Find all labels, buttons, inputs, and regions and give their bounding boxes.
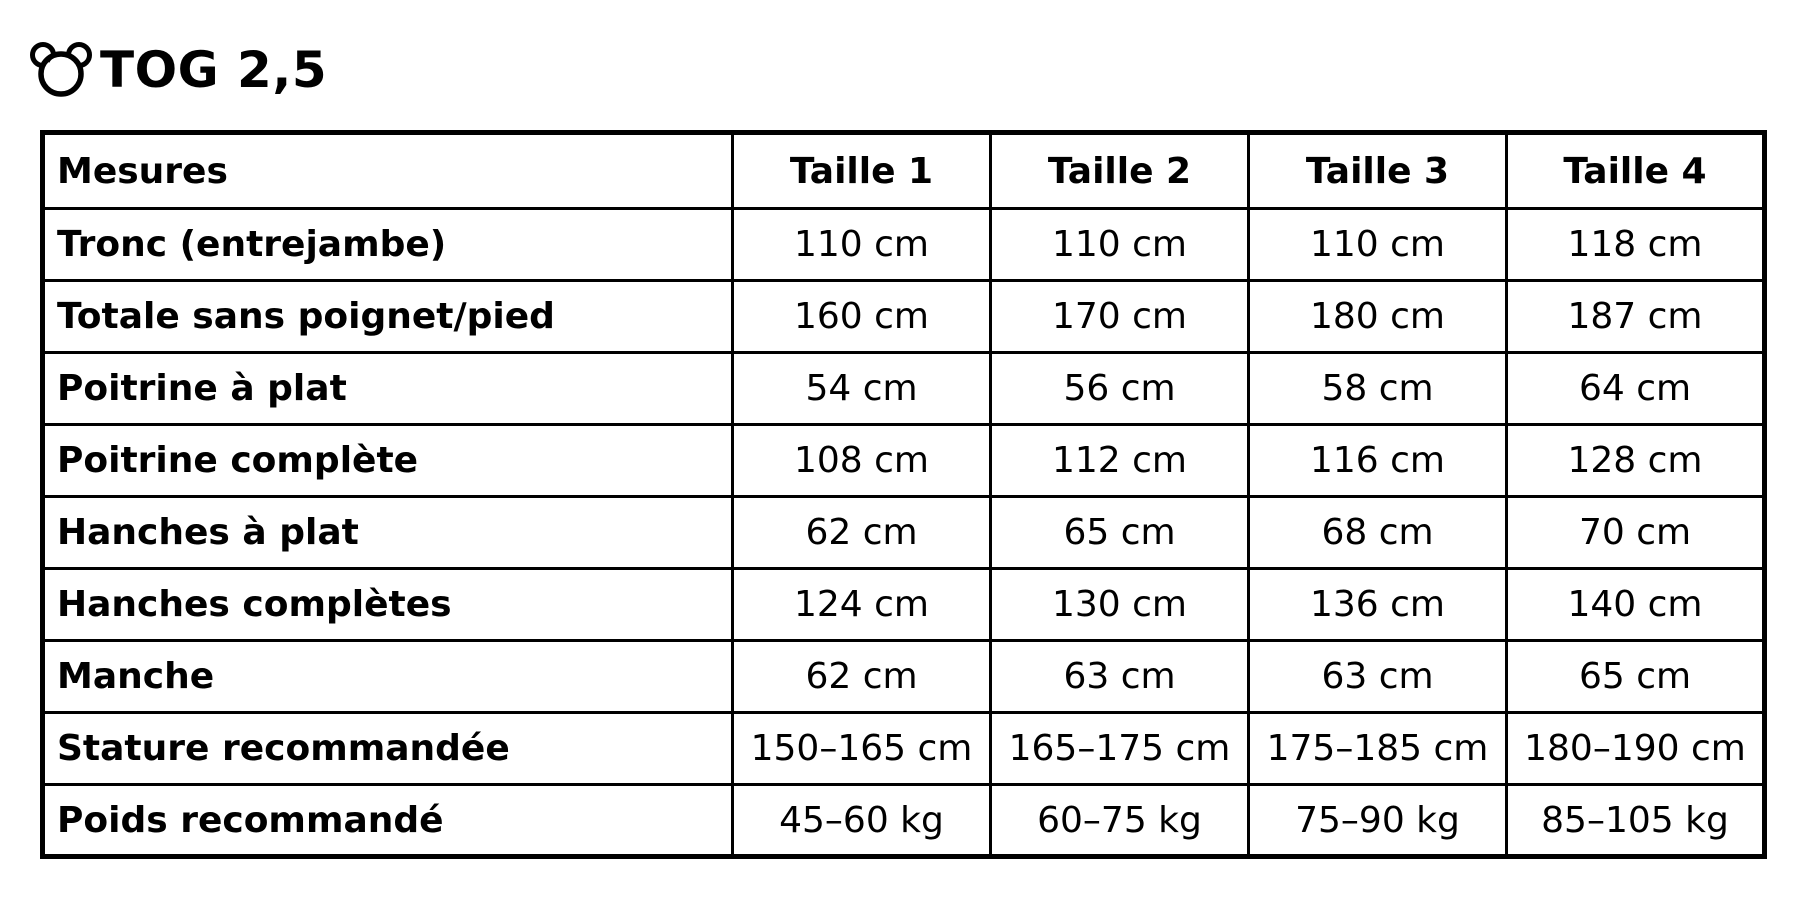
table-row: Hanches complètes 124 cm 130 cm 136 cm 1…: [41, 567, 1766, 642]
value-cell: 187 cm: [1505, 279, 1766, 354]
row-label: Hanches complètes: [41, 567, 734, 642]
value-cell: 124 cm: [731, 567, 992, 642]
value-cell: 128 cm: [1505, 423, 1766, 498]
row-label: Hanches à plat: [41, 495, 734, 570]
value-cell: 175–185 cm: [1247, 711, 1508, 786]
table-row: Hanches à plat 62 cm 65 cm 68 cm 70 cm: [41, 495, 1766, 570]
bear-head-icon: [28, 40, 98, 100]
value-cell: 160 cm: [731, 279, 992, 354]
column-header-taille-1: Taille 1: [731, 131, 992, 210]
row-label: Poitrine complète: [41, 423, 734, 498]
value-cell: 110 cm: [989, 207, 1250, 282]
table-row: Poitrine complète 108 cm 112 cm 116 cm 1…: [41, 423, 1766, 498]
size-chart-table: Mesures Taille 1 Taille 2 Taille 3 Taill…: [40, 130, 1767, 859]
value-cell: 68 cm: [1247, 495, 1508, 570]
value-cell: 85–105 kg: [1505, 783, 1766, 858]
column-header-taille-3: Taille 3: [1247, 131, 1508, 210]
column-header-taille-4: Taille 4: [1505, 131, 1766, 210]
row-label: Tronc (entrejambe): [41, 207, 734, 282]
value-cell: 54 cm: [731, 351, 992, 426]
value-cell: 65 cm: [1505, 639, 1766, 714]
column-header-taille-2: Taille 2: [989, 131, 1250, 210]
value-cell: 136 cm: [1247, 567, 1508, 642]
row-label: Totale sans poignet/pied: [41, 279, 734, 354]
value-cell: 170 cm: [989, 279, 1250, 354]
table-row: Poids recommandé 45–60 kg 60–75 kg 75–90…: [41, 783, 1766, 858]
value-cell: 116 cm: [1247, 423, 1508, 498]
value-cell: 165–175 cm: [989, 711, 1250, 786]
table-row: Tronc (entrejambe) 110 cm 110 cm 110 cm …: [41, 207, 1766, 282]
value-cell: 60–75 kg: [989, 783, 1250, 858]
value-cell: 118 cm: [1505, 207, 1766, 282]
value-cell: 65 cm: [989, 495, 1250, 570]
value-cell: 64 cm: [1505, 351, 1766, 426]
value-cell: 110 cm: [1247, 207, 1508, 282]
value-cell: 110 cm: [731, 207, 992, 282]
value-cell: 180 cm: [1247, 279, 1508, 354]
table-row: Totale sans poignet/pied 160 cm 170 cm 1…: [41, 279, 1766, 354]
value-cell: 75–90 kg: [1247, 783, 1508, 858]
value-cell: 56 cm: [989, 351, 1250, 426]
value-cell: 58 cm: [1247, 351, 1508, 426]
page-title: TOG 2,5: [100, 41, 328, 99]
value-cell: 180–190 cm: [1505, 711, 1766, 786]
table-row: Manche 62 cm 63 cm 63 cm 65 cm: [41, 639, 1766, 714]
value-cell: 62 cm: [731, 639, 992, 714]
value-cell: 130 cm: [989, 567, 1250, 642]
table-row: Poitrine à plat 54 cm 56 cm 58 cm 64 cm: [41, 351, 1766, 426]
value-cell: 150–165 cm: [731, 711, 992, 786]
value-cell: 112 cm: [989, 423, 1250, 498]
row-label: Manche: [41, 639, 734, 714]
value-cell: 140 cm: [1505, 567, 1766, 642]
header-row: Mesures Taille 1 Taille 2 Taille 3 Taill…: [41, 131, 1766, 210]
column-header-measures: Mesures: [41, 131, 734, 210]
page-title-row: TOG 2,5: [28, 40, 327, 100]
value-cell: 63 cm: [1247, 639, 1508, 714]
value-cell: 45–60 kg: [731, 783, 992, 858]
value-cell: 108 cm: [731, 423, 992, 498]
value-cell: 62 cm: [731, 495, 992, 570]
table-row: Stature recommandée 150–165 cm 165–175 c…: [41, 711, 1766, 786]
row-label: Stature recommandée: [41, 711, 734, 786]
row-label: Poids recommandé: [41, 783, 734, 858]
row-label: Poitrine à plat: [41, 351, 734, 426]
value-cell: 70 cm: [1505, 495, 1766, 570]
value-cell: 63 cm: [989, 639, 1250, 714]
